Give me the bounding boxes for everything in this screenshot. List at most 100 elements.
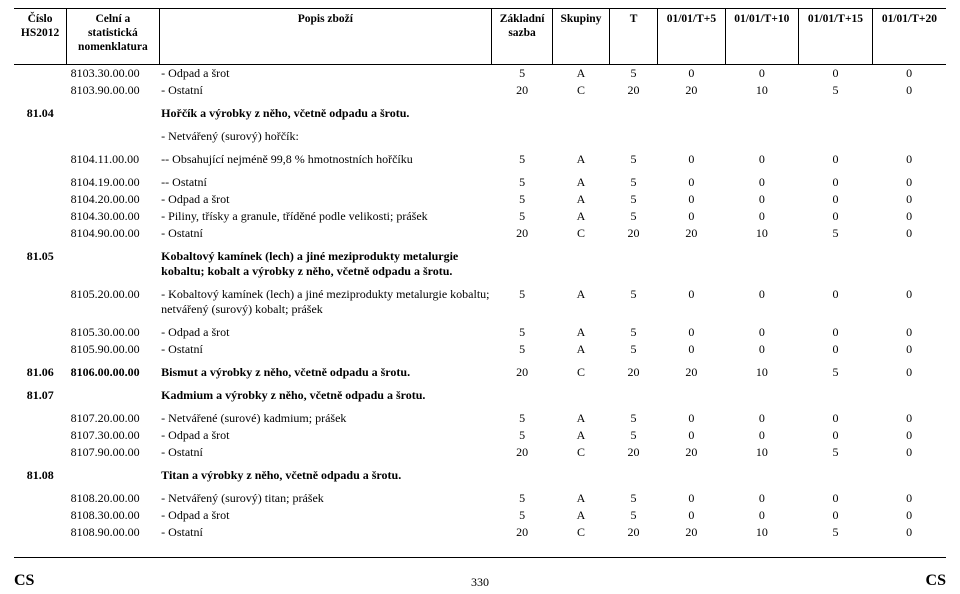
value-cell (553, 467, 610, 484)
column-header: Celní astatistickánomenklatura (67, 9, 160, 65)
value-cell (725, 105, 799, 122)
value-cell: 20 (609, 364, 657, 381)
value-cell: 20 (492, 82, 553, 99)
value-cell: A (553, 208, 610, 225)
value-cell: 5 (609, 410, 657, 427)
hs-cell (14, 490, 67, 507)
hs-cell (14, 151, 67, 168)
table-row: 8104.20.00.00- Odpad a šrot5A50000 (14, 191, 946, 208)
value-cell (553, 248, 610, 280)
value-cell: 0 (872, 524, 946, 541)
value-cell: 5 (609, 151, 657, 168)
value-cell: 5 (492, 507, 553, 524)
table-row: 8105.20.00.00- Kobaltový kamínek (lech) … (14, 286, 946, 318)
column-header: T (609, 9, 657, 65)
code-cell (67, 387, 160, 404)
value-cell: C (553, 524, 610, 541)
value-cell (872, 387, 946, 404)
value-cell: 5 (609, 324, 657, 341)
value-cell: 5 (492, 324, 553, 341)
code-cell (67, 467, 160, 484)
column-header: 01/01/T+5 (658, 9, 725, 65)
value-cell: 0 (799, 151, 873, 168)
table-row: 8103.30.00.00- Odpad a šrot5A50000 (14, 65, 946, 83)
hs-cell (14, 524, 67, 541)
table-row: 81.05 Kobaltový kamínek (lech) a jiné mez… (14, 248, 946, 280)
value-cell (725, 387, 799, 404)
hs-cell (14, 286, 67, 318)
code-cell: 8104.11.00.00 (67, 151, 160, 168)
value-cell: 5 (799, 225, 873, 242)
value-cell: 0 (872, 208, 946, 225)
code-cell: 8106.00.00.00 (67, 364, 160, 381)
description-cell: - Netvářený (surový) titan; prášek (159, 490, 491, 507)
description-cell: - Odpad a šrot (159, 65, 491, 83)
value-cell: 20 (492, 524, 553, 541)
column-header: Popis zboží (159, 9, 491, 65)
hs-cell: 81.06 (14, 364, 67, 381)
value-cell (799, 467, 873, 484)
value-cell: 0 (872, 324, 946, 341)
table-row: 8108.30.00.00- Odpad a šrot5A50000 (14, 507, 946, 524)
value-cell: 0 (658, 341, 725, 358)
column-header: 01/01/T+10 (725, 9, 799, 65)
description-cell: Kobaltový kamínek (lech) a jiné meziprod… (159, 248, 491, 280)
description-cell: - Odpad a šrot (159, 507, 491, 524)
value-cell: 0 (658, 427, 725, 444)
value-cell: 5 (492, 286, 553, 318)
value-cell: 0 (658, 65, 725, 83)
value-cell: 20 (609, 444, 657, 461)
hs-cell (14, 208, 67, 225)
code-cell: 8108.90.00.00 (67, 524, 160, 541)
value-cell: 5 (492, 151, 553, 168)
value-cell (492, 467, 553, 484)
description-cell: - Ostatní (159, 341, 491, 358)
value-cell: 5 (492, 341, 553, 358)
value-cell: 0 (658, 174, 725, 191)
value-cell: 20 (609, 524, 657, 541)
description-cell: - Netvářený (surový) hořčík: (159, 128, 491, 145)
value-cell: 0 (799, 324, 873, 341)
value-cell: 0 (872, 225, 946, 242)
table-row: 8104.30.00.00- Piliny, třísky a granule,… (14, 208, 946, 225)
code-cell: 8104.19.00.00 (67, 174, 160, 191)
hs-cell: 81.08 (14, 467, 67, 484)
code-cell: 8104.30.00.00 (67, 208, 160, 225)
value-cell: C (553, 444, 610, 461)
value-cell (553, 387, 610, 404)
value-cell (553, 128, 610, 145)
value-cell: 0 (799, 490, 873, 507)
hs-cell (14, 65, 67, 83)
description-cell: - Odpad a šrot (159, 191, 491, 208)
value-cell: 20 (658, 444, 725, 461)
hs-cell (14, 341, 67, 358)
value-cell (492, 248, 553, 280)
value-cell: 0 (872, 341, 946, 358)
value-cell: 5 (492, 490, 553, 507)
value-cell: 5 (492, 410, 553, 427)
value-cell: C (553, 364, 610, 381)
value-cell: 0 (658, 151, 725, 168)
value-cell: 0 (872, 286, 946, 318)
hs-cell (14, 324, 67, 341)
description-cell: -- Obsahující nejméně 99,8 % hmotnostníc… (159, 151, 491, 168)
table-row: 8107.90.00.00- Ostatní20C20201050 (14, 444, 946, 461)
value-cell: 20 (492, 225, 553, 242)
table-row: 8107.30.00.00- Odpad a šrot5A50000 (14, 427, 946, 444)
value-cell: 0 (799, 341, 873, 358)
value-cell (799, 105, 873, 122)
code-cell: 8107.30.00.00 (67, 427, 160, 444)
description-cell: - Odpad a šrot (159, 324, 491, 341)
hs-cell: 81.05 (14, 248, 67, 280)
table-row: 8104.11.00.00-- Obsahující nejméně 99,8 … (14, 151, 946, 168)
hs-cell (14, 225, 67, 242)
value-cell: 0 (872, 444, 946, 461)
value-cell: 10 (725, 82, 799, 99)
value-cell: 20 (492, 444, 553, 461)
table-row: 81.068106.00.00.00Bismut a výrobky z něh… (14, 364, 946, 381)
value-cell: 5 (609, 65, 657, 83)
value-cell (609, 467, 657, 484)
hs-cell: 81.07 (14, 387, 67, 404)
value-cell: A (553, 507, 610, 524)
table-row: 8108.90.00.00- Ostatní20C20201050 (14, 524, 946, 541)
